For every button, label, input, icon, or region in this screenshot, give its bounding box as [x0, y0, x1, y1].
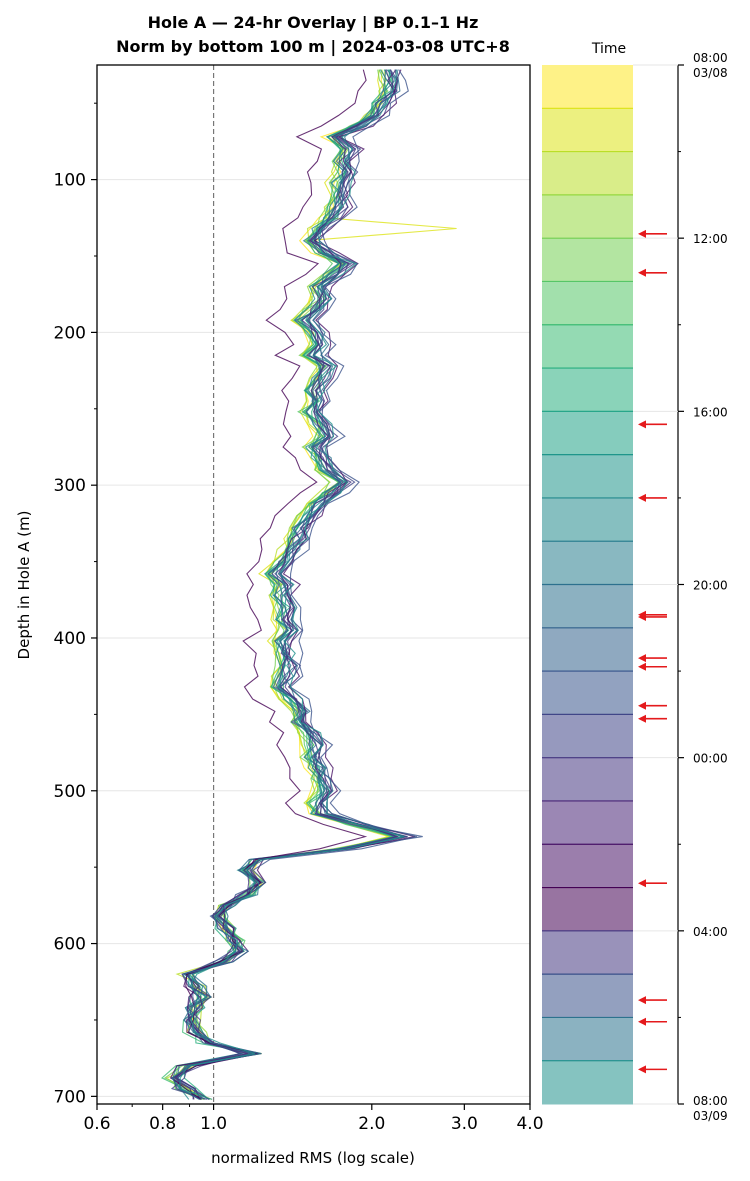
- colorbar-band: [542, 194, 633, 239]
- series-line-24: [179, 69, 405, 1100]
- event-marker-arrowhead: [638, 493, 646, 502]
- time-tick-label: 04:00: [693, 925, 728, 939]
- y-tick-label: 200: [54, 323, 86, 343]
- x-tick-label: 2.0: [358, 1114, 385, 1134]
- series-line-12: [177, 69, 406, 1100]
- series-line-20: [170, 69, 368, 1100]
- x-tick-label: 4.0: [516, 1114, 543, 1134]
- series-line-3: [165, 69, 398, 1100]
- chart-title-line-2: Norm by bottom 100 m | 2024-03-08 UTC+8: [116, 37, 510, 57]
- event-marker-arrowhead: [638, 420, 646, 429]
- y-axis-label: Depth in Hole A (m): [15, 511, 33, 660]
- x-tick-label: 0.8: [149, 1114, 176, 1134]
- time-tick-label: 16:00: [693, 405, 728, 419]
- series-line-19: [169, 69, 416, 1100]
- x-tick-label: 1.0: [200, 1114, 227, 1134]
- time-tick-label: 00:00: [693, 752, 728, 766]
- x-tick-label: 3.0: [451, 1114, 478, 1134]
- event-marker-arrowhead: [638, 654, 646, 663]
- y-tick-label: 700: [54, 1087, 86, 1107]
- colorbar-band: [542, 844, 633, 889]
- event-marker-arrowhead: [638, 996, 646, 1005]
- event-marker-arrowhead: [638, 879, 646, 888]
- event-marker-arrowhead: [638, 662, 646, 671]
- y-tick-label: 500: [54, 782, 86, 802]
- time-tick-label: 20:00: [693, 579, 728, 593]
- time-tick-label: 12:00: [693, 232, 728, 246]
- colorbar-band: [542, 454, 633, 499]
- x-tick-label: 0.6: [83, 1114, 110, 1134]
- time-tick-sublabel: 03/08: [693, 66, 728, 80]
- x-axis-label: normalized RMS (log scale): [211, 1149, 415, 1167]
- series-line-21: [173, 69, 400, 1100]
- colorbar-band: [542, 584, 633, 629]
- colorbar-band: [542, 1060, 633, 1105]
- colorbar-band: [542, 627, 633, 672]
- colorbar-band: [542, 324, 633, 369]
- colorbar-band: [542, 368, 633, 412]
- event-marker-arrowhead: [638, 701, 646, 710]
- colorbar-title: Time: [591, 41, 626, 57]
- y-tick-label: 600: [54, 935, 86, 955]
- event-marker-arrowhead: [638, 612, 646, 621]
- y-tick-label: 400: [54, 629, 86, 649]
- colorbar-band: [542, 974, 633, 1018]
- colorbar-band: [542, 238, 633, 282]
- y-tick-label: 300: [54, 476, 86, 496]
- colorbar: 08:0003/0812:0016:0020:0000:0004:0008:00…: [542, 51, 728, 1123]
- time-tick-sublabel: 03/09: [693, 1109, 728, 1123]
- event-marker-arrowhead: [638, 714, 646, 723]
- colorbar-band: [542, 65, 633, 109]
- plot-frame: [96, 64, 531, 1105]
- event-marker-arrowhead: [638, 1017, 646, 1026]
- colorbar-band: [542, 497, 633, 542]
- time-tick-label: 08:00: [693, 1094, 728, 1108]
- colorbar-band: [542, 151, 633, 196]
- y-tick-label: 100: [54, 171, 86, 191]
- colorbar-band: [542, 930, 633, 975]
- colorbar-band: [542, 281, 633, 326]
- colorbar-band: [542, 411, 633, 456]
- plot-area: 100 200 300 400 500 600 700 0.6 0.8 1.0 2.0 3.0 4.0: [54, 64, 544, 1134]
- colorbar-band: [542, 108, 633, 153]
- event-marker-arrowhead: [638, 1065, 646, 1074]
- colorbar-band: [542, 541, 633, 585]
- event-marker-arrowhead: [638, 229, 646, 238]
- colorbar-band: [542, 757, 633, 802]
- colorbar-band: [542, 671, 633, 715]
- colorbar-band: [542, 800, 633, 845]
- colorbar-band: [542, 1017, 633, 1062]
- chart-title-line-1: Hole A — 24-hr Overlay | BP 0.1–1 Hz: [148, 13, 479, 33]
- event-marker-arrowhead: [638, 268, 646, 277]
- colorbar-band: [542, 714, 633, 759]
- series-line-14: [176, 69, 397, 1100]
- colorbar-band: [542, 887, 633, 932]
- series-line-10: [175, 69, 407, 1100]
- time-tick-label: 08:00: [693, 51, 728, 65]
